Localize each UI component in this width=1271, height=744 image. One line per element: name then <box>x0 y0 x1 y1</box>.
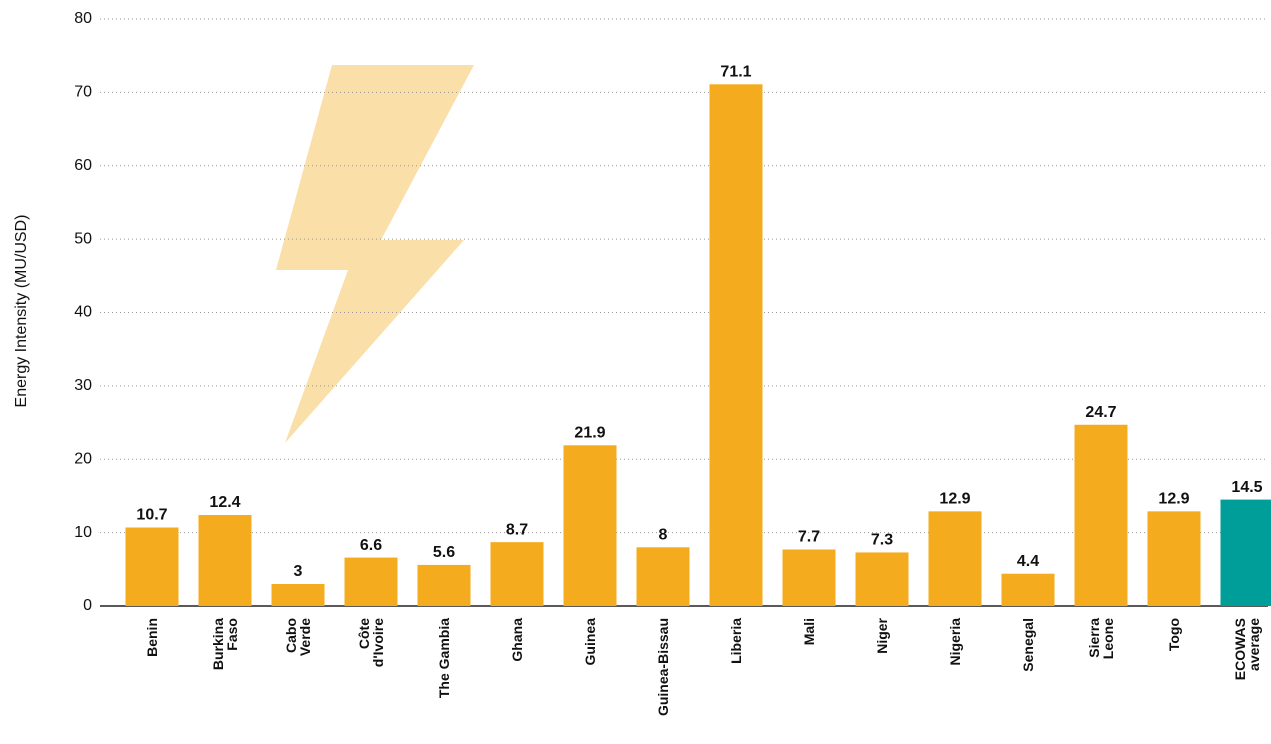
x-tick-label: Nigeria <box>947 618 963 666</box>
bar <box>490 542 544 606</box>
x-tick-label: Cabo Verde <box>283 618 313 657</box>
value-label: 12.9 <box>1158 491 1189 508</box>
value-label: 10.7 <box>136 507 167 524</box>
value-label: 21.9 <box>574 425 605 442</box>
bar <box>855 552 909 606</box>
bar <box>198 515 252 606</box>
y-tick-label: 40 <box>74 304 92 321</box>
x-tick-label: Sierra Leone <box>1086 618 1116 660</box>
bar <box>125 527 179 606</box>
bar <box>1074 424 1128 606</box>
value-label: 71.1 <box>720 64 751 81</box>
bar <box>782 549 836 606</box>
bar <box>417 564 471 606</box>
value-label: 7.3 <box>871 532 893 549</box>
lightning-icon <box>276 65 474 443</box>
x-tick-label: Côte d'Ivoire <box>356 618 386 668</box>
value-label: 14.5 <box>1231 479 1262 496</box>
bar <box>271 583 325 606</box>
x-tick-label: The Gambia <box>436 618 452 699</box>
value-label: 3 <box>294 563 303 580</box>
value-label: 8.7 <box>506 521 528 538</box>
value-label: 8 <box>659 527 668 544</box>
x-tick-label: Burkina Faso <box>210 618 240 671</box>
bar <box>709 84 763 606</box>
x-tick-label: Benin <box>144 618 160 657</box>
y-axis-label: Energy Intensity (MU/USD) <box>13 215 30 408</box>
value-label: 24.7 <box>1085 404 1116 421</box>
y-tick-label: 50 <box>74 230 92 247</box>
value-label: 12.9 <box>939 491 970 508</box>
bar <box>636 547 690 606</box>
y-tick-label: 80 <box>74 10 92 27</box>
x-tick-label: Mali <box>801 618 817 646</box>
x-tick-label: Liberia <box>728 618 744 664</box>
x-tick-label: ECOWAS average <box>1232 618 1262 681</box>
value-label: 4.4 <box>1017 553 1039 570</box>
y-tick-label: 10 <box>74 524 92 541</box>
x-tick-label: Guinea <box>582 618 598 666</box>
y-tick-label: 30 <box>74 377 92 394</box>
x-tick-label: Ghana <box>509 618 525 662</box>
x-tick-label: Senegal <box>1020 618 1036 672</box>
value-label: 5.6 <box>433 544 455 561</box>
value-label: 7.7 <box>798 529 820 546</box>
y-tick-label: 0 <box>83 597 92 614</box>
bar <box>563 445 617 606</box>
value-label: 12.4 <box>209 494 240 511</box>
y-tick-label: 70 <box>74 84 92 101</box>
y-tick-label: 20 <box>74 450 92 467</box>
bar <box>1220 499 1271 606</box>
bar <box>1147 511 1201 606</box>
x-tick-label: Togo <box>1166 618 1182 652</box>
bar <box>1001 573 1055 606</box>
y-tick-label: 60 <box>74 157 92 174</box>
x-tick-label: Niger <box>874 618 890 654</box>
x-tick-label: Guinea-Bissau <box>655 618 671 717</box>
value-label: 6.6 <box>360 537 382 554</box>
bar <box>344 557 398 606</box>
bar <box>928 511 982 606</box>
